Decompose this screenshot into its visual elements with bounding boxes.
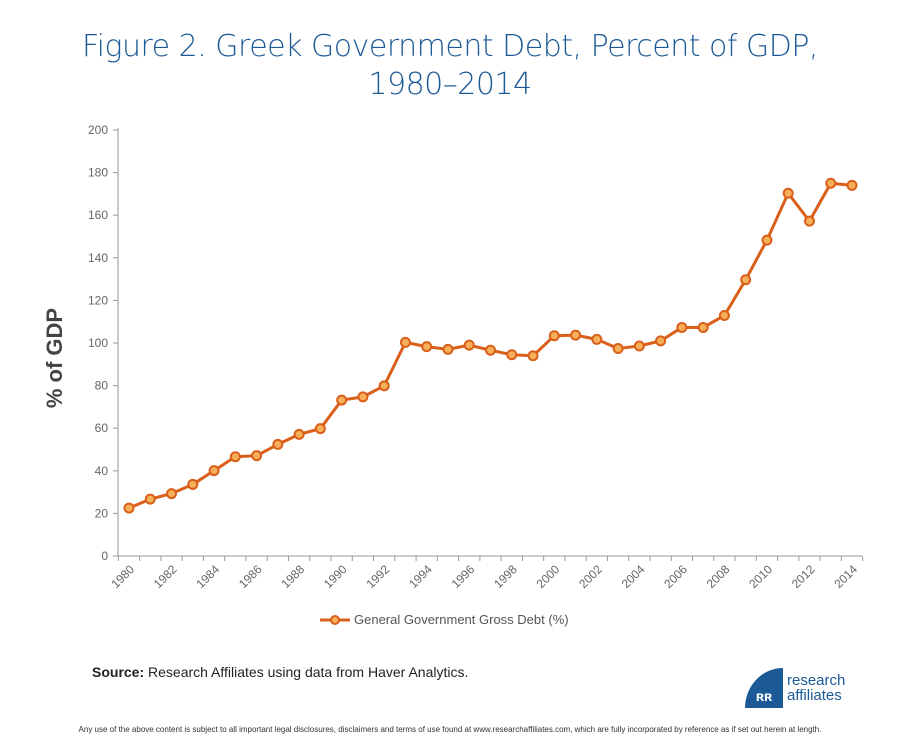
y-tick-label: 160 — [88, 208, 108, 222]
data-point — [655, 335, 667, 347]
x-tick-label: 1994 — [406, 562, 435, 591]
data-point — [251, 450, 263, 462]
data-point — [570, 329, 582, 341]
x-tick-label: 1992 — [364, 562, 393, 591]
x-tick-label: 2006 — [661, 562, 690, 591]
legend: General Government Gross Debt (%) — [320, 612, 569, 627]
logo-line-2: affiliates — [787, 687, 842, 704]
source-label: Source: — [92, 664, 145, 680]
logo-line-1: research — [787, 672, 846, 689]
data-point — [272, 438, 284, 450]
data-point — [697, 321, 709, 333]
data-point — [378, 380, 390, 392]
source-text: Research Affiliates using data from Have… — [144, 664, 469, 680]
y-tick-label: 40 — [95, 464, 109, 478]
x-tick-label: 1986 — [236, 562, 265, 591]
y-tick-label: 120 — [88, 293, 108, 307]
disclaimer: Any use of the above content is subject … — [78, 725, 822, 734]
legend-marker-icon — [320, 614, 350, 625]
x-tick-label: 1998 — [491, 562, 520, 591]
data-point — [314, 423, 326, 435]
data-point — [293, 428, 305, 440]
data-point — [782, 187, 794, 199]
x-tick-label: 2002 — [576, 562, 605, 591]
data-point — [761, 234, 773, 246]
y-tick-label: 0 — [101, 549, 108, 563]
y-tick-label: 180 — [88, 166, 108, 180]
data-point — [144, 493, 156, 505]
line-chart: 0 20 40 60 80 100 120 140 160 180 200 1980 1982 1984 1… — [88, 123, 864, 591]
data-point — [399, 336, 411, 348]
x-tick-label: 2004 — [619, 562, 648, 591]
data-point — [740, 274, 752, 286]
y-tick-label: 60 — [95, 421, 109, 435]
data-point — [506, 349, 518, 361]
x-tick-label: 1990 — [321, 562, 350, 591]
y-tick-label: 80 — [95, 379, 109, 393]
x-tick-label: 2008 — [704, 562, 733, 591]
x-tick-label: 1996 — [449, 562, 478, 591]
data-point — [548, 330, 560, 342]
data-point — [187, 478, 199, 490]
x-tick-label: 1988 — [278, 562, 307, 591]
data-point — [846, 179, 858, 191]
data-point — [208, 465, 220, 477]
data-point — [123, 502, 135, 514]
x-tick-label: 1982 — [151, 562, 180, 591]
logo-mark-icon: ʀʀ — [745, 668, 783, 708]
data-point — [633, 340, 645, 352]
legend-label: General Government Gross Debt (%) — [354, 612, 569, 627]
y-tick-label: 20 — [95, 506, 109, 520]
data-point — [442, 343, 454, 355]
data-point — [463, 339, 475, 351]
source-note: Source: Research Affiliates using data f… — [92, 664, 468, 680]
research-affiliates-logo: ʀʀ research affiliates — [745, 668, 845, 708]
data-point — [718, 310, 730, 322]
title-line-2: 1980–2014 — [368, 67, 532, 102]
x-tick-label: 2012 — [789, 562, 818, 591]
y-tick-label: 140 — [88, 251, 108, 265]
data-point — [229, 451, 241, 463]
x-tick-label: 1980 — [108, 562, 137, 591]
data-point — [527, 350, 539, 362]
data-point — [485, 344, 496, 356]
data-point — [676, 321, 688, 333]
y-tick-label: 200 — [88, 123, 108, 137]
data-point — [166, 488, 178, 500]
data-point — [357, 391, 369, 403]
data-point — [803, 215, 815, 227]
title-line-1: Figure 2. Greek Government Debt, Percent… — [82, 29, 818, 64]
y-tick-label: 100 — [88, 336, 108, 350]
x-tick-label: 2000 — [534, 562, 563, 591]
data-point — [591, 333, 603, 345]
x-tick-label: 1984 — [193, 562, 222, 591]
data-point — [421, 341, 433, 353]
x-tick-label: 2010 — [746, 562, 775, 591]
data-point — [825, 177, 837, 189]
data-point — [612, 343, 624, 355]
data-point — [336, 394, 348, 406]
x-tick-label: 2014 — [831, 562, 860, 591]
chart-title: Figure 2. Greek Government Debt, Percent… — [0, 28, 900, 104]
